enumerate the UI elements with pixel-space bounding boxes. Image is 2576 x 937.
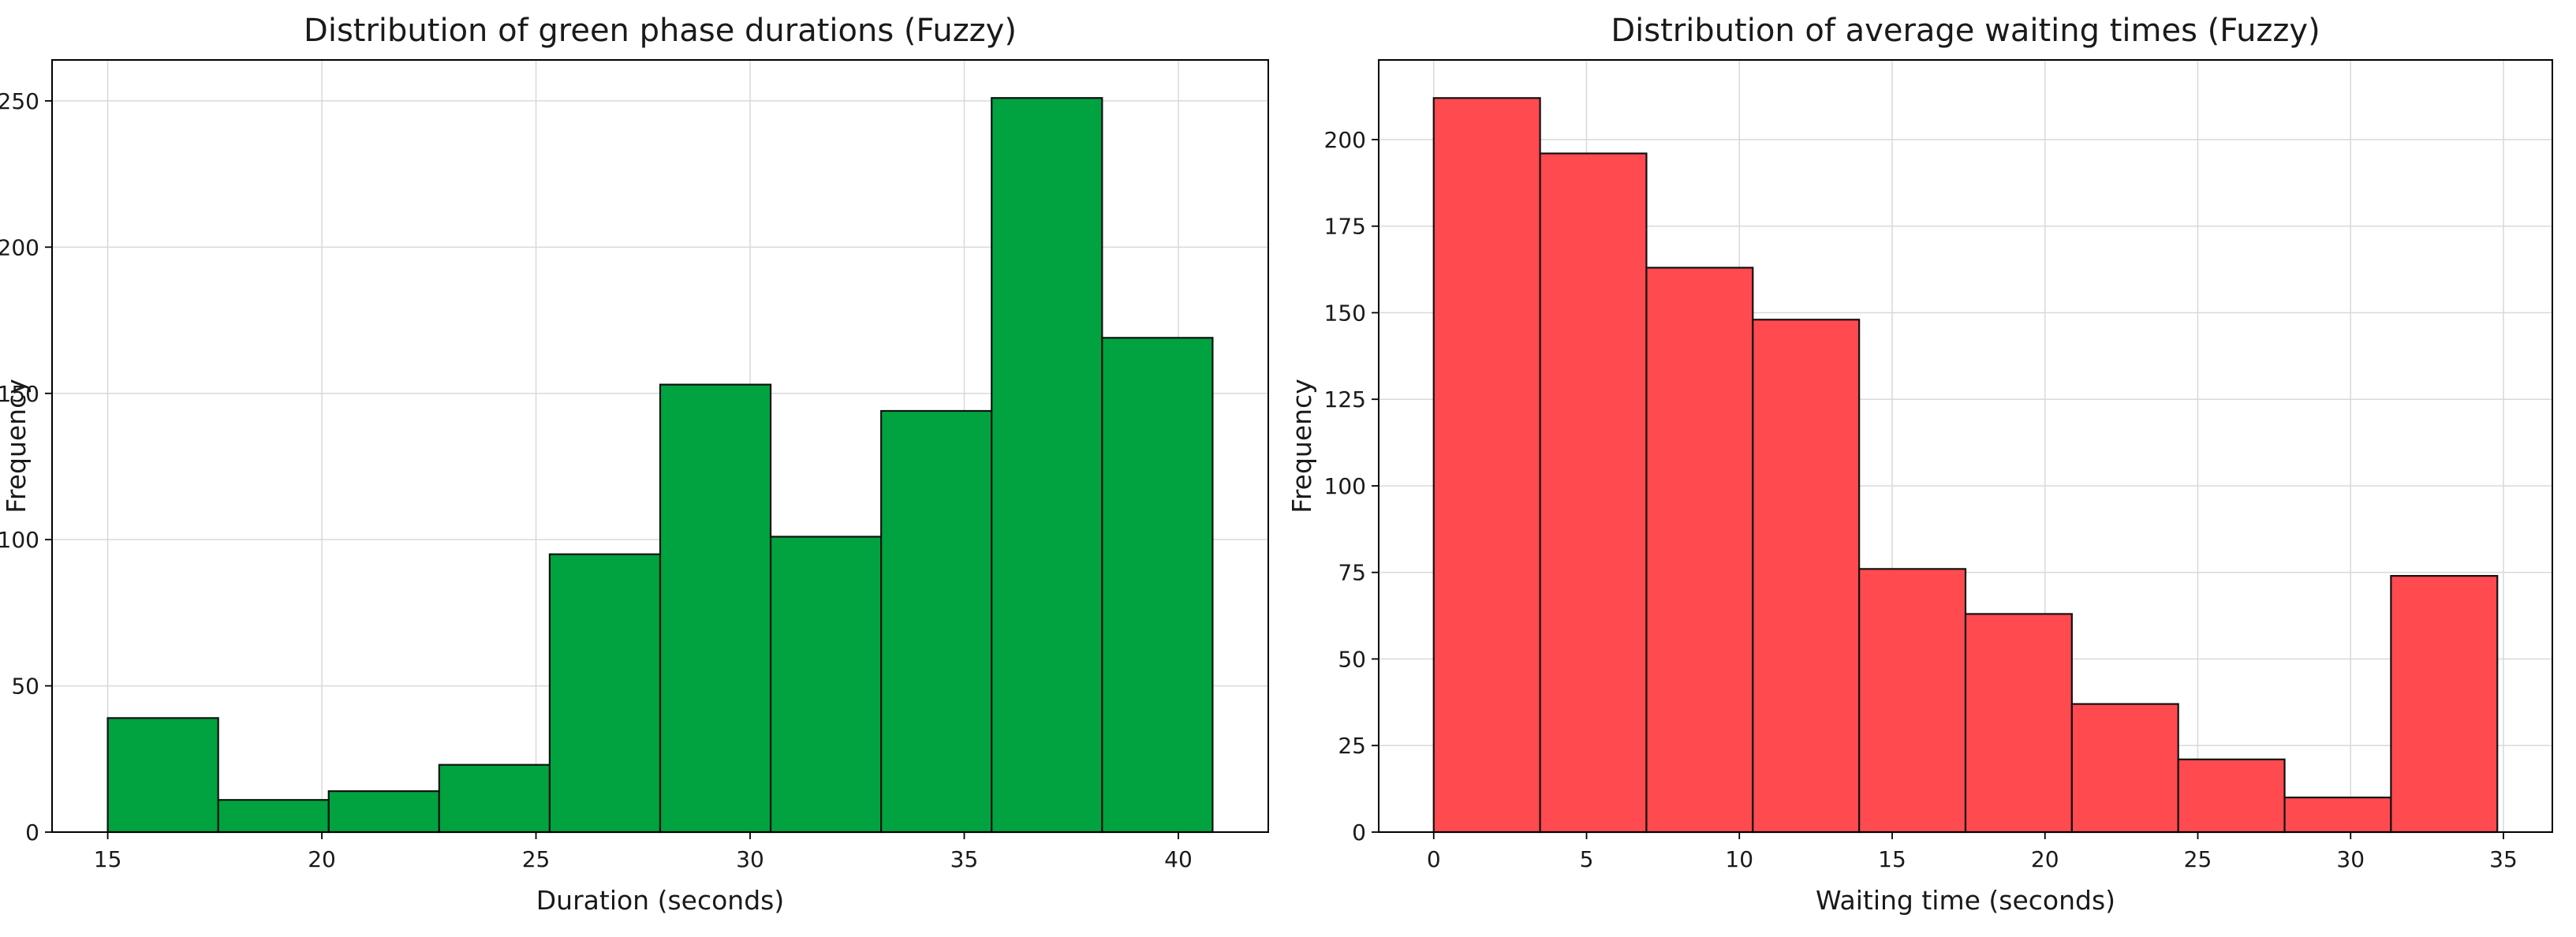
green-phase-bar — [769, 536, 883, 834]
waiting-time-x-tick-label: 10 — [1725, 846, 1753, 872]
waiting-time-x-tick-label: 20 — [2031, 846, 2059, 872]
green-phase-bar — [106, 717, 219, 834]
green-phase-bar — [548, 553, 662, 834]
waiting-time-bar — [1539, 152, 1648, 834]
green-phase-x-tick-label: 35 — [950, 846, 979, 872]
waiting-time-bar — [2390, 575, 2499, 834]
waiting-time-y-tick-label: 75 — [1338, 560, 1366, 586]
waiting-time-bar — [1432, 97, 1541, 834]
green-phase-bar — [1101, 337, 1214, 834]
waiting-time-x-tick-label: 25 — [2184, 846, 2212, 872]
waiting-time-bar — [1964, 613, 2073, 834]
waiting-time-y-tick-label: 200 — [1324, 127, 1366, 153]
waiting-time-bar — [2070, 703, 2179, 834]
green-phase-y-tick-label: 0 — [25, 819, 39, 846]
waiting-time-x-axis-label: Waiting time (seconds) — [1816, 885, 2115, 916]
waiting-time-y-tick-label: 150 — [1324, 300, 1366, 326]
waiting-time-y-tick-label: 0 — [1352, 819, 1366, 846]
green-phase-x-tick-label: 15 — [94, 846, 122, 872]
green-phase-bar — [217, 799, 330, 834]
waiting-time-bar — [1858, 568, 1967, 834]
waiting-time-x-tick-label: 35 — [2489, 846, 2518, 872]
waiting-time-y-tick-label: 175 — [1324, 214, 1366, 240]
green-phase-y-tick-label: 100 — [0, 527, 39, 553]
green-phase-bar — [438, 763, 551, 834]
waiting-time-y-tick-label: 25 — [1338, 733, 1366, 759]
green-phase-x-tick-label: 25 — [522, 846, 551, 872]
green-phase-y-axis-label: Frequency — [1, 379, 32, 513]
waiting-time-y-tick-label: 50 — [1338, 646, 1366, 672]
waiting-time-x-tick-label: 15 — [1878, 846, 1906, 872]
green-phase-x-tick-label: 20 — [308, 846, 336, 872]
waiting-time-y-tick-label: 100 — [1324, 473, 1366, 499]
waiting-time-x-tick-label: 5 — [1580, 846, 1594, 872]
green-phase-y-tick-label: 250 — [0, 88, 39, 114]
waiting-time-chart-title: Distribution of average waiting times (F… — [1611, 13, 2320, 49]
green-phase-y-tick-label: 150 — [0, 381, 39, 407]
waiting-time-x-tick-label: 0 — [1427, 846, 1441, 872]
green-phase-bar — [991, 97, 1103, 834]
green-phase-x-tick-label: 40 — [1164, 846, 1193, 872]
waiting-time-bar — [1752, 319, 1861, 834]
waiting-time-y-axis-label: Frequency — [1286, 379, 1317, 513]
waiting-time-bar — [2177, 758, 2286, 834]
waiting-time-bar — [1645, 267, 1754, 834]
waiting-time-y-tick-label: 125 — [1324, 386, 1366, 413]
green-phase-y-tick-label: 200 — [0, 234, 39, 260]
green-phase-x-tick-label: 30 — [736, 846, 764, 872]
green-phase-plot-frame — [51, 59, 1269, 833]
green-phase-y-tick-label: 50 — [11, 674, 39, 700]
green-phase-histogram: 15 20 25 30 35 40 0 50 100 150 200 250 Distribution … — [0, 13, 1269, 916]
green-phase-bar — [880, 409, 993, 834]
green-phase-chart-title: Distribution of green phase durations (F… — [304, 13, 1017, 49]
waiting-time-histogram: 0 5 10 15 20 25 30 35 0 25 50 75 100 125 150 175 200 Dist… — [1286, 13, 2553, 916]
green-phase-bar — [327, 790, 440, 834]
green-phase-x-axis-label: Duration (seconds) — [536, 885, 784, 916]
waiting-time-x-tick-label: 30 — [2336, 846, 2365, 872]
waiting-time-plot-frame — [1378, 59, 2553, 833]
waiting-time-bar — [2283, 796, 2392, 834]
green-phase-bar — [659, 383, 772, 834]
